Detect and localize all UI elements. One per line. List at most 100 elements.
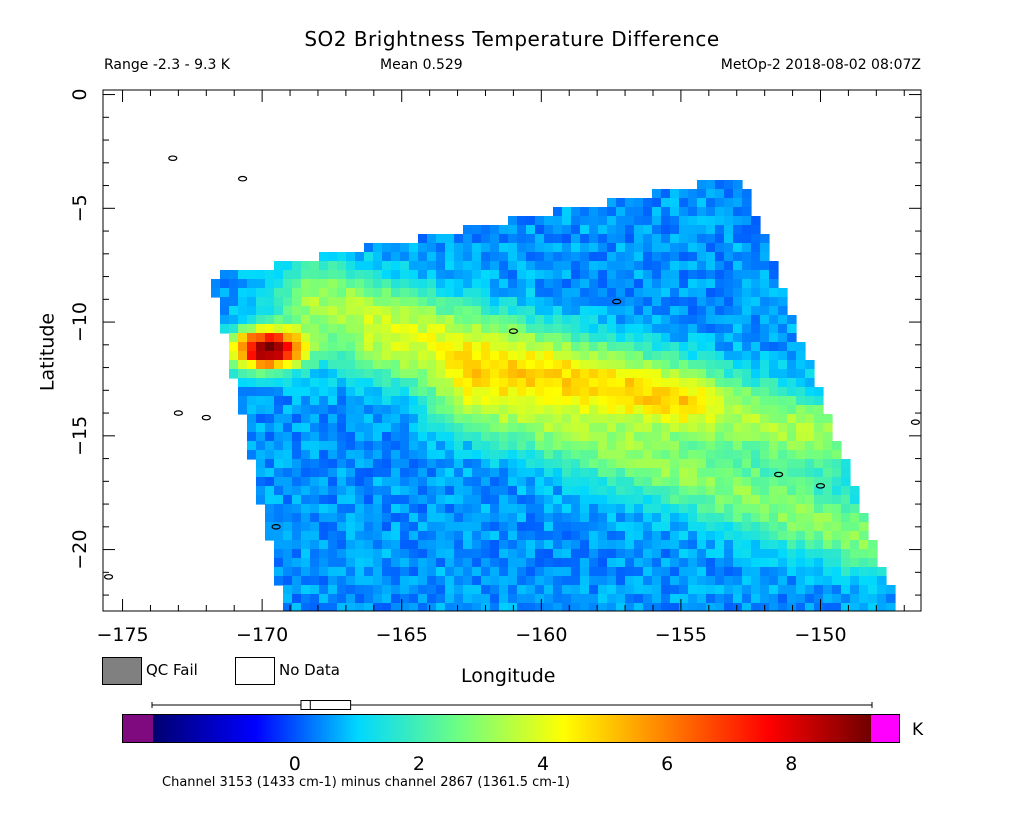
heatmap-cell [238,270,248,280]
heatmap-cell [409,522,419,532]
heatmap-cell [724,333,734,343]
heatmap-cell [319,441,329,451]
heatmap-cell [436,315,446,325]
heatmap-cell [634,315,644,325]
heatmap-cell [490,585,500,595]
heatmap-cell [427,279,437,289]
heatmap-cell [787,522,797,532]
heatmap-cell [445,477,455,487]
heatmap-cell [499,270,509,280]
heatmap-cell [796,603,806,611]
heatmap-cell [724,207,734,217]
heatmap-cell [571,486,581,496]
heatmap-cell [688,243,698,253]
heatmap-cell [526,486,536,496]
heatmap-cell [589,396,599,406]
heatmap-cell [382,369,392,379]
heatmap-cell [247,450,257,460]
heatmap-cell [715,189,725,199]
heatmap-cell [571,252,581,262]
heatmap-cell [805,405,815,415]
heatmap-cell [409,279,419,289]
heatmap-cell [598,243,608,253]
heatmap-cell [598,423,608,433]
heatmap-cell [670,504,680,514]
heatmap-cell [598,477,608,487]
heatmap-cell [535,558,545,568]
heatmap-cell [760,252,770,262]
heatmap-cell [337,522,347,532]
heatmap-cell [706,351,716,361]
heatmap-cell [445,522,455,532]
heatmap-cell [625,360,635,370]
heatmap-cell [328,423,338,433]
heatmap-cell [733,261,743,271]
heatmap-cell [454,387,464,397]
heatmap-cell [220,288,230,298]
heatmap-cell [490,351,500,361]
heatmap-cell [553,459,563,469]
heatmap-cell [724,306,734,316]
heatmap-cell [688,432,698,442]
heatmap-cell [589,441,599,451]
heatmap-cell [715,441,725,451]
heatmap-cell [472,567,482,577]
heatmap-cell [490,306,500,316]
heatmap-cell [247,405,257,415]
heatmap-cell [751,234,761,244]
heatmap-cell [436,558,446,568]
heatmap-cell [724,378,734,388]
heatmap-cell [553,450,563,460]
heatmap-cell [463,558,473,568]
heatmap-cell [760,243,770,253]
heatmap-cell [679,603,689,611]
heatmap-cell [337,270,347,280]
heatmap-cell [742,378,752,388]
heatmap-cell [706,252,716,262]
heatmap-cell [706,576,716,586]
heatmap-cell [319,459,329,469]
heatmap-cell [796,387,806,397]
heatmap-cell [553,558,563,568]
heatmap-cell [580,270,590,280]
heatmap-cell [697,531,707,541]
heatmap-cell [220,306,230,316]
heatmap-cell [778,585,788,595]
heatmap-cell [508,369,518,379]
heatmap-cell [589,315,599,325]
heatmap-cell [418,486,428,496]
heatmap-cell [607,369,617,379]
heatmap-cell [571,243,581,253]
heatmap-cell [643,279,653,289]
heatmap-cell [778,459,788,469]
heatmap-cell [661,297,671,307]
heatmap-cell [571,279,581,289]
heatmap-cell [328,441,338,451]
heatmap-cell [724,369,734,379]
heatmap-cell [400,342,410,352]
heatmap-cell [742,540,752,550]
heatmap-cell [355,369,365,379]
heatmap-cell [256,279,266,289]
heatmap-cell [580,450,590,460]
heatmap-cell [544,477,554,487]
heatmap-cell [841,468,851,478]
coastline-island [508,328,518,334]
heatmap-cell [553,234,563,244]
heatmap-cell [706,477,716,487]
heatmap-cell [499,324,509,334]
heatmap-cell [661,549,671,559]
heatmap-cell [436,531,446,541]
heatmap-cell [706,513,716,523]
heatmap-cell [733,396,743,406]
heatmap-cell [328,288,338,298]
heatmap-cell [346,387,356,397]
heatmap-cell [670,351,680,361]
heatmap-cell [841,540,851,550]
heatmap-cell [463,594,473,604]
heatmap-cell [670,315,680,325]
heatmap-cell [409,540,419,550]
heatmap-cell [535,549,545,559]
heatmap-cell [589,216,599,226]
heatmap-cell [472,396,482,406]
